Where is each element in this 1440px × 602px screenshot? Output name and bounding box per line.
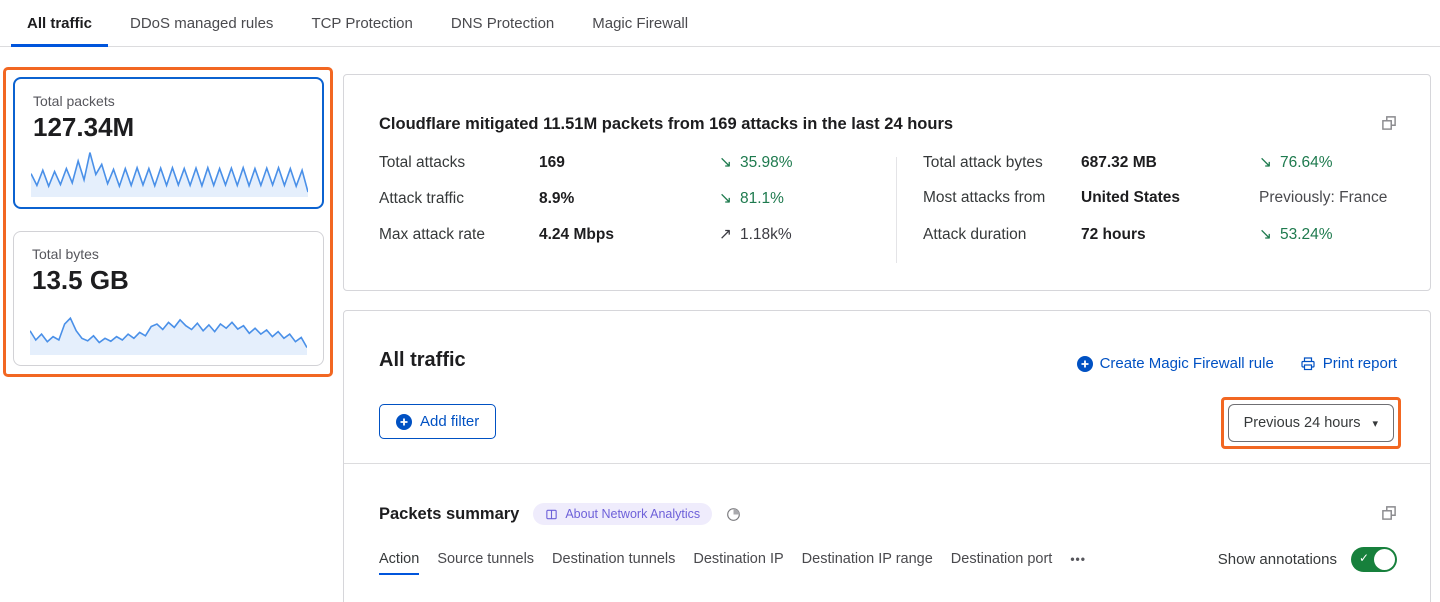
trend-down-arrow-icon: ↘	[1259, 226, 1272, 243]
show-annotations-toggle[interactable]: ✓	[1351, 547, 1397, 572]
stat-delta: ↘ 53.24%	[1259, 225, 1333, 244]
tab-tcp-protection[interactable]: TCP Protection	[311, 14, 413, 32]
mitigation-stats: Total attacks 169 ↘ 35.98% Attack traffi…	[379, 153, 1395, 269]
stat-value: 687.32 MB	[1081, 154, 1157, 171]
expand-panel-icon[interactable]	[1378, 113, 1400, 135]
stat-label: Attack traffic	[379, 190, 464, 207]
add-filter-button[interactable]: Add filter	[379, 404, 497, 439]
stat-label: Total attack bytes	[923, 154, 1043, 171]
stat-value: United States	[1081, 189, 1181, 206]
total-bytes-sparkline	[30, 307, 307, 355]
stat-value: 72 hours	[1081, 226, 1146, 243]
stats-column-left: Total attacks 169 ↘ 35.98% Attack traffi…	[379, 153, 859, 261]
check-icon: ✓	[1359, 551, 1370, 565]
total-packets-sparkline	[31, 149, 308, 197]
total-packets-label: Total packets	[33, 93, 115, 109]
top-tab-bar: All traffic DDoS managed rules TCP Prote…	[0, 0, 1440, 47]
tab-ddos-managed-rules[interactable]: DDoS managed rules	[130, 14, 274, 32]
ps-tab-destination-port[interactable]: Destination port	[950, 551, 1053, 567]
total-bytes-label: Total bytes	[32, 246, 99, 262]
stat-value: 8.9%	[539, 190, 575, 207]
printer-icon	[1301, 356, 1315, 370]
stat-delta: ↗ 1.18k%	[719, 225, 792, 244]
all-traffic-panel: All traffic Create Magic Firewall rule P…	[343, 310, 1431, 602]
stat-label: Attack duration	[923, 226, 1027, 243]
trend-down-arrow-icon: ↘	[1259, 154, 1272, 171]
book-icon	[546, 509, 558, 519]
annotation-highlight-time-range: Previous 24 hours ▾	[1220, 397, 1401, 449]
plus-circle-icon	[1076, 355, 1093, 372]
section-divider	[344, 463, 1430, 464]
stat-max-attack-rate: Max attack rate 4.24 Mbps ↗ 1.18k%	[379, 225, 859, 261]
stat-value: 4.24 Mbps	[539, 226, 614, 243]
total-packets-card[interactable]: Total packets 127.34M	[13, 77, 324, 209]
stat-label: Max attack rate	[379, 226, 485, 243]
stat-most-attacks-from: Most attacks from United States Previous…	[923, 189, 1395, 225]
stat-delta: ↘ 35.98%	[719, 153, 793, 172]
plus-circle-icon	[396, 413, 412, 430]
stat-delta-value: 81.1%	[740, 190, 784, 207]
stat-attack-duration: Attack duration 72 hours ↘ 53.24%	[923, 225, 1395, 261]
stat-total-attacks: Total attacks 169 ↘ 35.98%	[379, 153, 859, 189]
expand-panel-icon[interactable]	[1378, 503, 1400, 525]
total-bytes-card[interactable]: Total bytes 13.5 GB	[13, 231, 324, 366]
packets-summary-header: Packets summary About Network Analytics	[379, 503, 741, 525]
mitigation-summary-title: Cloudflare mitigated 11.51M packets from…	[379, 115, 954, 133]
ps-tab-source-tunnels[interactable]: Source tunnels	[437, 551, 535, 567]
tab-magic-firewall[interactable]: Magic Firewall	[592, 14, 689, 32]
stats-column-right: Total attack bytes 687.32 MB ↘ 76.64% Mo…	[923, 153, 1395, 261]
stat-delta-value: 35.98%	[740, 154, 793, 171]
toggle-knob	[1374, 549, 1395, 570]
stat-delta-value: 1.18k%	[740, 226, 792, 243]
stat-value: 169	[539, 154, 565, 171]
chevron-down-icon: ▾	[1372, 417, 1378, 430]
tab-dns-protection[interactable]: DNS Protection	[450, 14, 555, 32]
ps-tab-destination-ip[interactable]: Destination IP	[693, 551, 784, 567]
total-packets-value: 127.34M	[33, 112, 135, 142]
all-traffic-title: All traffic	[379, 349, 466, 371]
stat-total-attack-bytes: Total attack bytes 687.32 MB ↘ 76.64%	[923, 153, 1395, 189]
show-annotations-control: Show annotations ✓	[1218, 547, 1397, 572]
create-rule-label: Create Magic Firewall rule	[1099, 355, 1274, 372]
stat-label: Most attacks from	[923, 189, 1046, 206]
tab-all-traffic[interactable]: All traffic	[11, 0, 109, 47]
ps-tab-destination-tunnels[interactable]: Destination tunnels	[552, 551, 676, 567]
about-network-analytics-badge[interactable]: About Network Analytics	[533, 503, 713, 525]
panel-action-links: Create Magic Firewall rule Print report	[1076, 355, 1397, 372]
pie-chart-icon[interactable]	[726, 507, 741, 522]
stats-divider	[896, 157, 897, 263]
stat-attack-traffic: Attack traffic 8.9% ↘ 81.1%	[379, 189, 859, 225]
stat-delta-value: Previously: France	[1259, 189, 1388, 206]
stat-delta: Previously: France	[1259, 189, 1387, 207]
ps-tab-action[interactable]: Action	[379, 551, 420, 575]
ps-tab-destination-ip-range[interactable]: Destination IP range	[801, 551, 933, 567]
stat-delta-value: 76.64%	[1280, 154, 1333, 171]
packets-summary-tabs: Action Source tunnels Destination tunnel…	[379, 551, 1086, 575]
create-magic-firewall-rule-link[interactable]: Create Magic Firewall rule	[1076, 355, 1274, 372]
packets-summary-title: Packets summary	[379, 504, 520, 523]
badge-label: About Network Analytics	[565, 507, 701, 521]
stat-delta-value: 53.24%	[1280, 226, 1333, 243]
time-range-label: Previous 24 hours	[1243, 415, 1361, 431]
stat-delta: ↘ 81.1%	[719, 189, 784, 208]
more-tabs-ellipsis-icon[interactable]: •••	[1070, 552, 1086, 566]
stat-delta: ↘ 76.64%	[1259, 153, 1333, 172]
add-filter-label: Add filter	[420, 413, 480, 430]
print-report-link[interactable]: Print report	[1300, 355, 1397, 372]
trend-down-arrow-icon: ↘	[719, 190, 732, 207]
trend-up-arrow-icon: ↗	[719, 226, 732, 243]
trend-down-arrow-icon: ↘	[719, 154, 732, 171]
time-range-dropdown[interactable]: Previous 24 hours ▾	[1227, 404, 1394, 442]
mitigation-summary-panel: Cloudflare mitigated 11.51M packets from…	[343, 74, 1431, 291]
print-report-label: Print report	[1322, 355, 1397, 372]
show-annotations-label: Show annotations	[1217, 551, 1337, 568]
stat-label: Total attacks	[379, 154, 466, 171]
total-bytes-value: 13.5 GB	[32, 265, 129, 295]
